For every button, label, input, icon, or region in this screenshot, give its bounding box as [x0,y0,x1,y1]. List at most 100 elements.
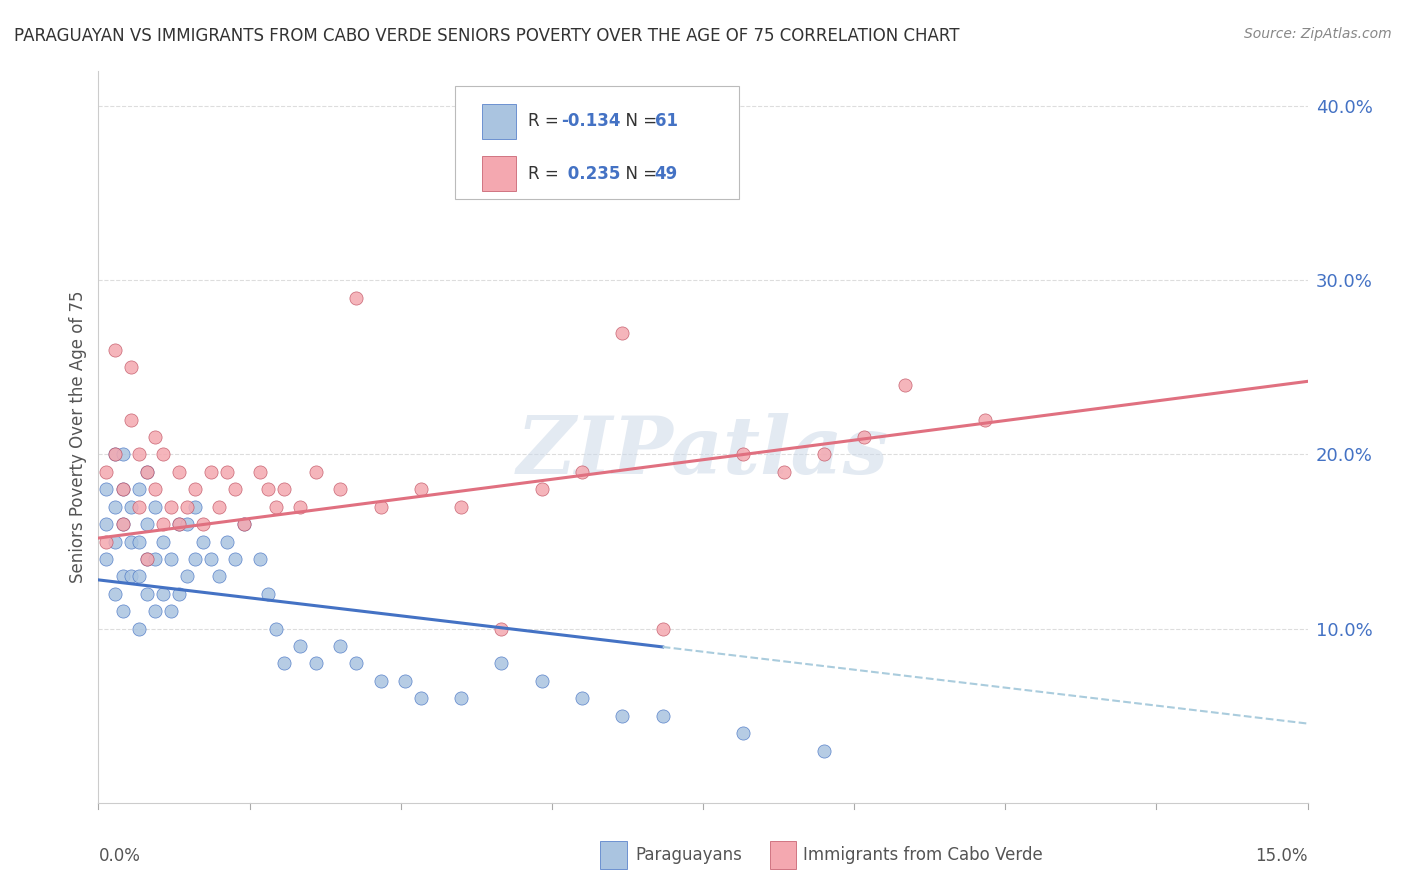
Text: Source: ZipAtlas.com: Source: ZipAtlas.com [1244,27,1392,41]
Point [120,360,142,375]
Point [370,673,392,688]
Point [249,552,271,566]
Point [200,465,222,479]
Point [96,534,118,549]
Point [344,657,367,671]
Point [530,483,553,497]
Point [288,639,311,653]
Point [409,483,432,497]
Point [152,587,174,601]
Point [160,604,183,618]
Point [772,465,794,479]
Point [167,587,190,601]
Point [128,534,150,549]
Point [184,500,207,514]
Point [409,691,432,706]
Point [135,465,157,479]
Point [152,534,174,549]
Point [160,552,183,566]
Point [176,517,198,532]
Point [96,517,118,532]
Point [135,465,157,479]
Text: 49: 49 [655,165,678,183]
Point [167,465,190,479]
Text: Immigrants from Cabo Verde: Immigrants from Cabo Verde [803,847,1043,864]
Point [394,673,416,688]
Point [111,604,134,618]
Point [103,343,125,357]
Point [111,448,134,462]
Point [103,587,125,601]
Point [305,657,328,671]
Point [264,500,287,514]
Point [120,534,142,549]
Point [143,483,166,497]
Point [96,552,118,566]
Point [305,465,328,479]
Point [103,500,125,514]
Point [128,483,150,497]
Y-axis label: Seniors Poverty Over the Age of 75: Seniors Poverty Over the Age of 75 [69,291,87,583]
Point [232,517,254,532]
Point [176,500,198,514]
Point [450,500,472,514]
Point [193,534,215,549]
Point [143,430,166,444]
Point [135,552,157,566]
Point [96,465,118,479]
Point [329,639,352,653]
Point [120,569,142,583]
Point [167,517,190,532]
Point [571,691,593,706]
Point [273,657,295,671]
Point [217,534,239,549]
Point [232,517,254,532]
Text: 0.0%: 0.0% [98,847,141,864]
Text: PARAGUAYAN VS IMMIGRANTS FROM CABO VERDE SENIORS POVERTY OVER THE AGE OF 75 CORR: PARAGUAYAN VS IMMIGRANTS FROM CABO VERDE… [14,27,959,45]
Point [135,517,157,532]
Point [111,517,134,532]
Point [370,500,392,514]
Point [733,726,755,740]
Point [256,483,278,497]
Text: 61: 61 [655,112,678,130]
Point [288,500,311,514]
Point [651,708,673,723]
Point [103,448,125,462]
Point [612,708,634,723]
FancyBboxPatch shape [456,86,740,200]
Point [111,517,134,532]
Point [111,483,134,497]
Point [853,430,876,444]
Point [651,622,673,636]
Point [111,569,134,583]
FancyBboxPatch shape [482,103,516,138]
Point [813,743,835,757]
Point [152,517,174,532]
Point [450,691,472,706]
Point [208,500,231,514]
Text: 0.235: 0.235 [561,165,620,183]
Point [612,326,634,340]
Point [217,465,239,479]
Point [273,483,295,497]
Point [152,448,174,462]
Point [167,517,190,532]
Point [224,552,246,566]
Point [264,622,287,636]
Text: N =: N = [614,165,662,183]
Point [813,448,835,462]
Text: N =: N = [614,112,662,130]
Point [193,517,215,532]
Point [571,465,593,479]
Point [224,483,246,497]
Point [530,673,553,688]
Point [143,500,166,514]
Point [974,412,997,426]
Text: R =: R = [527,112,564,130]
Point [103,534,125,549]
Point [208,569,231,583]
Point [128,622,150,636]
FancyBboxPatch shape [769,841,796,869]
Text: R =: R = [527,165,564,183]
